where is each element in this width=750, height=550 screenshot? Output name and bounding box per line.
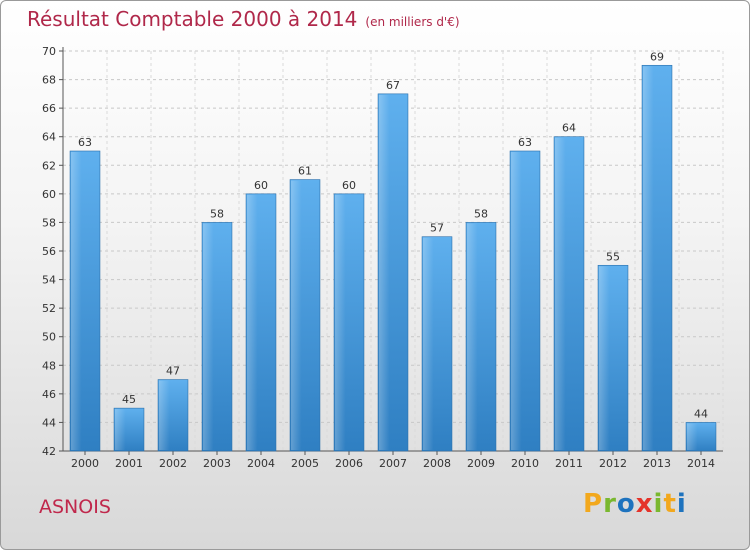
y-tick-label: 46 (42, 388, 56, 401)
bar-highlight (511, 152, 522, 450)
x-tick-label: 2013 (643, 457, 671, 470)
y-tick-label: 48 (42, 359, 56, 372)
logo-letter: r (603, 489, 617, 519)
y-tick-label: 44 (42, 416, 56, 429)
bar-highlight (687, 423, 698, 450)
x-tick-label: 2001 (115, 457, 143, 470)
data-label: 60 (342, 179, 356, 192)
chart-unit: (en milliers d'€) (365, 15, 460, 29)
commune-name: ASNOIS (39, 496, 111, 518)
x-tick-label: 2004 (247, 457, 275, 470)
data-label: 55 (606, 250, 620, 263)
y-tick-label: 54 (42, 274, 56, 287)
logo-letter: t (663, 489, 677, 519)
logo-letter: i (676, 489, 687, 519)
data-label: 61 (298, 165, 312, 178)
bar-highlight (467, 223, 478, 450)
chart-title-text: Résultat Comptable 2000 à 2014 (27, 7, 358, 31)
y-tick-label: 56 (42, 245, 56, 258)
proxiti-logo: Proxiti (583, 489, 687, 519)
y-tick-label: 70 (42, 45, 56, 58)
bar-highlight (247, 194, 258, 450)
x-tick-label: 2000 (71, 457, 99, 470)
y-tick-label: 66 (42, 102, 56, 115)
data-label: 63 (78, 136, 92, 149)
labels: 42 44 46 48 50 52 54 56 58 60 62 64 66 68 70 63 2000 45 20… (42, 45, 715, 470)
x-tick-label: 2007 (379, 457, 407, 470)
x-tick-label: 2012 (599, 457, 627, 470)
data-label: 47 (166, 365, 180, 378)
bar-highlight (335, 194, 346, 450)
data-label: 60 (254, 179, 268, 192)
bar-highlight (599, 266, 610, 450)
x-tick-label: 2010 (511, 457, 539, 470)
data-label: 58 (210, 207, 224, 220)
data-label: 45 (122, 393, 136, 406)
chart-title: Résultat Comptable 2000 à 2014 (en millie… (27, 7, 460, 31)
y-tick-label: 58 (42, 216, 56, 229)
bar-highlight (115, 409, 126, 450)
x-tick-label: 2009 (467, 457, 495, 470)
data-label: 64 (562, 122, 576, 135)
data-label: 44 (694, 407, 708, 420)
bar-highlight (423, 237, 434, 450)
y-tick-label: 50 (42, 331, 56, 344)
logo-letter: x (635, 489, 654, 519)
data-label: 58 (474, 207, 488, 220)
x-tick-label: 2008 (423, 457, 451, 470)
data-label: 57 (430, 222, 444, 235)
bar-highlight (159, 380, 170, 450)
x-tick-label: 2005 (291, 457, 319, 470)
x-tick-label: 2003 (203, 457, 231, 470)
y-tick-label: 68 (42, 74, 56, 87)
bar-highlight (203, 223, 214, 450)
bar-highlight (291, 180, 302, 451)
data-label: 63 (518, 136, 532, 149)
x-tick-label: 2006 (335, 457, 363, 470)
logo-letter: i (653, 489, 664, 519)
data-label: 67 (386, 79, 400, 92)
data-label: 69 (650, 50, 664, 63)
y-tick-label: 62 (42, 159, 56, 172)
bar-highlight (555, 137, 566, 450)
x-tick-label: 2014 (687, 457, 715, 470)
bar-highlight (643, 66, 654, 451)
bars (69, 64, 717, 452)
bar-highlight (71, 152, 82, 450)
y-tick-label: 42 (42, 445, 56, 458)
bar-highlight (379, 94, 390, 450)
x-tick-label: 2002 (159, 457, 187, 470)
logo-letter: o (616, 489, 636, 519)
y-tick-label: 64 (42, 131, 56, 144)
x-tick-label: 2011 (555, 457, 583, 470)
y-tick-label: 52 (42, 302, 56, 315)
y-tick-label: 60 (42, 188, 56, 201)
logo-letter: P (583, 489, 604, 519)
